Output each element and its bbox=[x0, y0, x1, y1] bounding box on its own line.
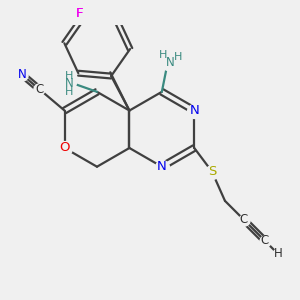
Text: O: O bbox=[59, 142, 70, 154]
Text: C: C bbox=[240, 213, 248, 226]
Text: N: N bbox=[165, 56, 174, 70]
Text: F: F bbox=[75, 7, 83, 20]
Text: H: H bbox=[274, 247, 282, 260]
Text: N: N bbox=[189, 104, 199, 117]
Text: C: C bbox=[260, 234, 269, 247]
Text: H: H bbox=[159, 50, 167, 60]
Text: C: C bbox=[35, 82, 44, 96]
Text: H: H bbox=[65, 70, 74, 81]
Text: N: N bbox=[157, 160, 167, 173]
Text: H: H bbox=[65, 87, 74, 97]
Text: F: F bbox=[75, 7, 83, 20]
Text: S: S bbox=[208, 165, 216, 178]
Text: N: N bbox=[65, 76, 74, 90]
Text: H: H bbox=[174, 52, 182, 61]
Text: N: N bbox=[18, 68, 26, 81]
